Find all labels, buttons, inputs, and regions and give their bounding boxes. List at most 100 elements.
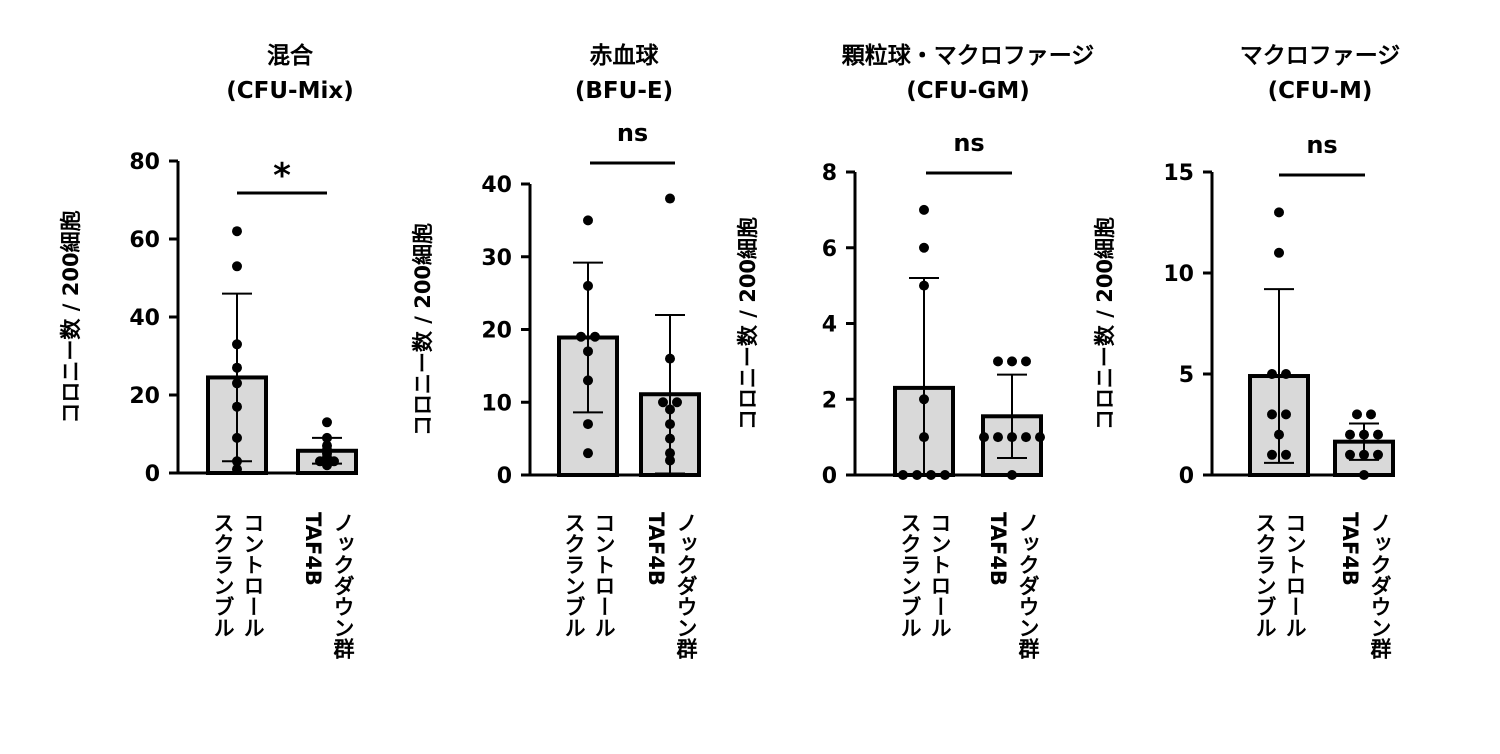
y-tick-label: 0 — [822, 464, 837, 489]
data-point — [583, 346, 593, 357]
data-point — [1274, 429, 1284, 440]
category-label: ノックダウン群 — [1368, 512, 1392, 660]
data-point — [665, 455, 675, 466]
data-point — [1007, 356, 1017, 367]
data-point — [926, 470, 936, 480]
data-point — [232, 456, 242, 467]
y-tick-label: 4 — [822, 313, 837, 338]
category-label: ノックダウン群 — [674, 512, 698, 660]
y-tick-label: 8 — [822, 161, 837, 186]
chart-panel-4: マクロファージ (CFU-M) 0 5 10 15 コロニー数 / 200細胞スクランブルコ… — [1093, 43, 1400, 660]
data-point — [979, 432, 989, 443]
y-axis-label: コロニー数 / 200細胞 — [59, 210, 83, 423]
data-point — [665, 404, 675, 415]
data-point — [912, 470, 922, 480]
data-point — [1035, 432, 1045, 443]
y-tick-label: 0 — [145, 462, 160, 487]
data-point — [1007, 470, 1017, 480]
data-point — [1359, 449, 1369, 460]
data-point — [1345, 429, 1355, 440]
data-point — [993, 432, 1003, 443]
chart-title-line: 顆粒球・マクロファージ — [842, 42, 1095, 69]
data-point — [232, 432, 242, 443]
data-point — [658, 397, 668, 408]
significance-label: * — [273, 156, 291, 196]
y-tick-label: 0 — [1179, 464, 1194, 489]
y-tick-label: 10 — [1163, 262, 1194, 287]
chart-title-line: (CFU-Mix) — [226, 78, 353, 104]
data-point — [1267, 449, 1277, 460]
y-axis-label: コロニー数 / 200細胞 — [1093, 217, 1117, 430]
data-point — [1373, 429, 1383, 440]
y-tick-label: 0 — [497, 464, 512, 489]
data-point — [940, 470, 950, 480]
data-point — [583, 448, 593, 459]
data-point — [590, 331, 600, 342]
data-point — [1373, 449, 1383, 460]
chart-panel-3: 顆粒球・マクロファージ (CFU-GM) 0 2 4 6 8 コロニー数 / 200細胞スクラ… — [736, 42, 1094, 660]
data-point — [919, 432, 929, 443]
data-point — [993, 356, 1003, 367]
significance-label: ns — [1306, 131, 1337, 159]
y-axis-label: コロニー数 / 200細胞 — [736, 217, 760, 430]
data-point — [322, 460, 332, 471]
y-tick-label: 20 — [481, 319, 512, 344]
y-axis-label: コロニー数 / 200細胞 — [411, 223, 435, 436]
chart-title-line: (CFU-GM) — [906, 78, 1030, 104]
data-point — [665, 419, 675, 430]
chart-panel-1: 混合 (CFU-Mix) 0 20 40 60 80 コロニー数 / 200細胞スクランブルコ… — [59, 42, 358, 660]
y-tick-label: 5 — [1179, 363, 1194, 388]
data-point — [1021, 356, 1031, 367]
data-point — [1267, 369, 1277, 379]
category-label: スクランブル — [1253, 512, 1277, 638]
data-point — [322, 417, 332, 428]
category-label: コントロール — [592, 512, 616, 638]
data-point — [1007, 432, 1017, 443]
category-label: コントロール — [1283, 512, 1307, 638]
data-point — [1281, 409, 1291, 420]
chart-title-line: マクロファージ — [1240, 43, 1401, 69]
data-point — [232, 401, 242, 412]
y-tick-label: 40 — [481, 173, 512, 198]
chart-title-line: 混合 — [267, 42, 314, 69]
data-point — [583, 215, 593, 226]
category-label: スクランブル — [211, 512, 235, 638]
chart-title-line: 赤血球 — [590, 42, 660, 69]
significance-label: ns — [617, 119, 648, 147]
data-point — [583, 280, 593, 291]
data-point — [919, 204, 929, 215]
data-point — [1274, 207, 1284, 218]
data-point — [1352, 409, 1362, 420]
category-label: コントロール — [241, 512, 265, 638]
y-tick-label: 40 — [129, 306, 160, 331]
data-point — [1267, 409, 1277, 420]
data-point — [1366, 409, 1376, 420]
data-point — [919, 242, 929, 253]
category-label: TAF4B — [301, 512, 325, 586]
category-label: スクランブル — [898, 512, 922, 638]
data-point — [1281, 449, 1291, 460]
data-point — [322, 432, 332, 443]
data-point — [232, 339, 242, 350]
data-point — [583, 419, 593, 430]
data-point — [1345, 449, 1355, 460]
data-point — [665, 433, 675, 444]
category-label: コントロール — [928, 512, 952, 638]
y-tick-label: 2 — [822, 388, 837, 413]
category-label: スクランブル — [562, 512, 586, 638]
data-point — [1274, 247, 1284, 258]
data-point — [576, 331, 586, 342]
y-tick-label: 80 — [129, 150, 160, 175]
y-tick-label: 6 — [822, 237, 837, 262]
data-point — [672, 397, 682, 408]
category-label: ノックダウン群 — [1016, 512, 1040, 660]
y-tick-label: 15 — [1163, 161, 1194, 186]
category-label: TAF4B — [1338, 512, 1362, 586]
category-label: ノックダウン群 — [331, 512, 355, 660]
category-label: TAF4B — [986, 512, 1010, 586]
data-point — [919, 394, 929, 405]
data-point — [919, 280, 929, 291]
data-point — [232, 362, 242, 373]
